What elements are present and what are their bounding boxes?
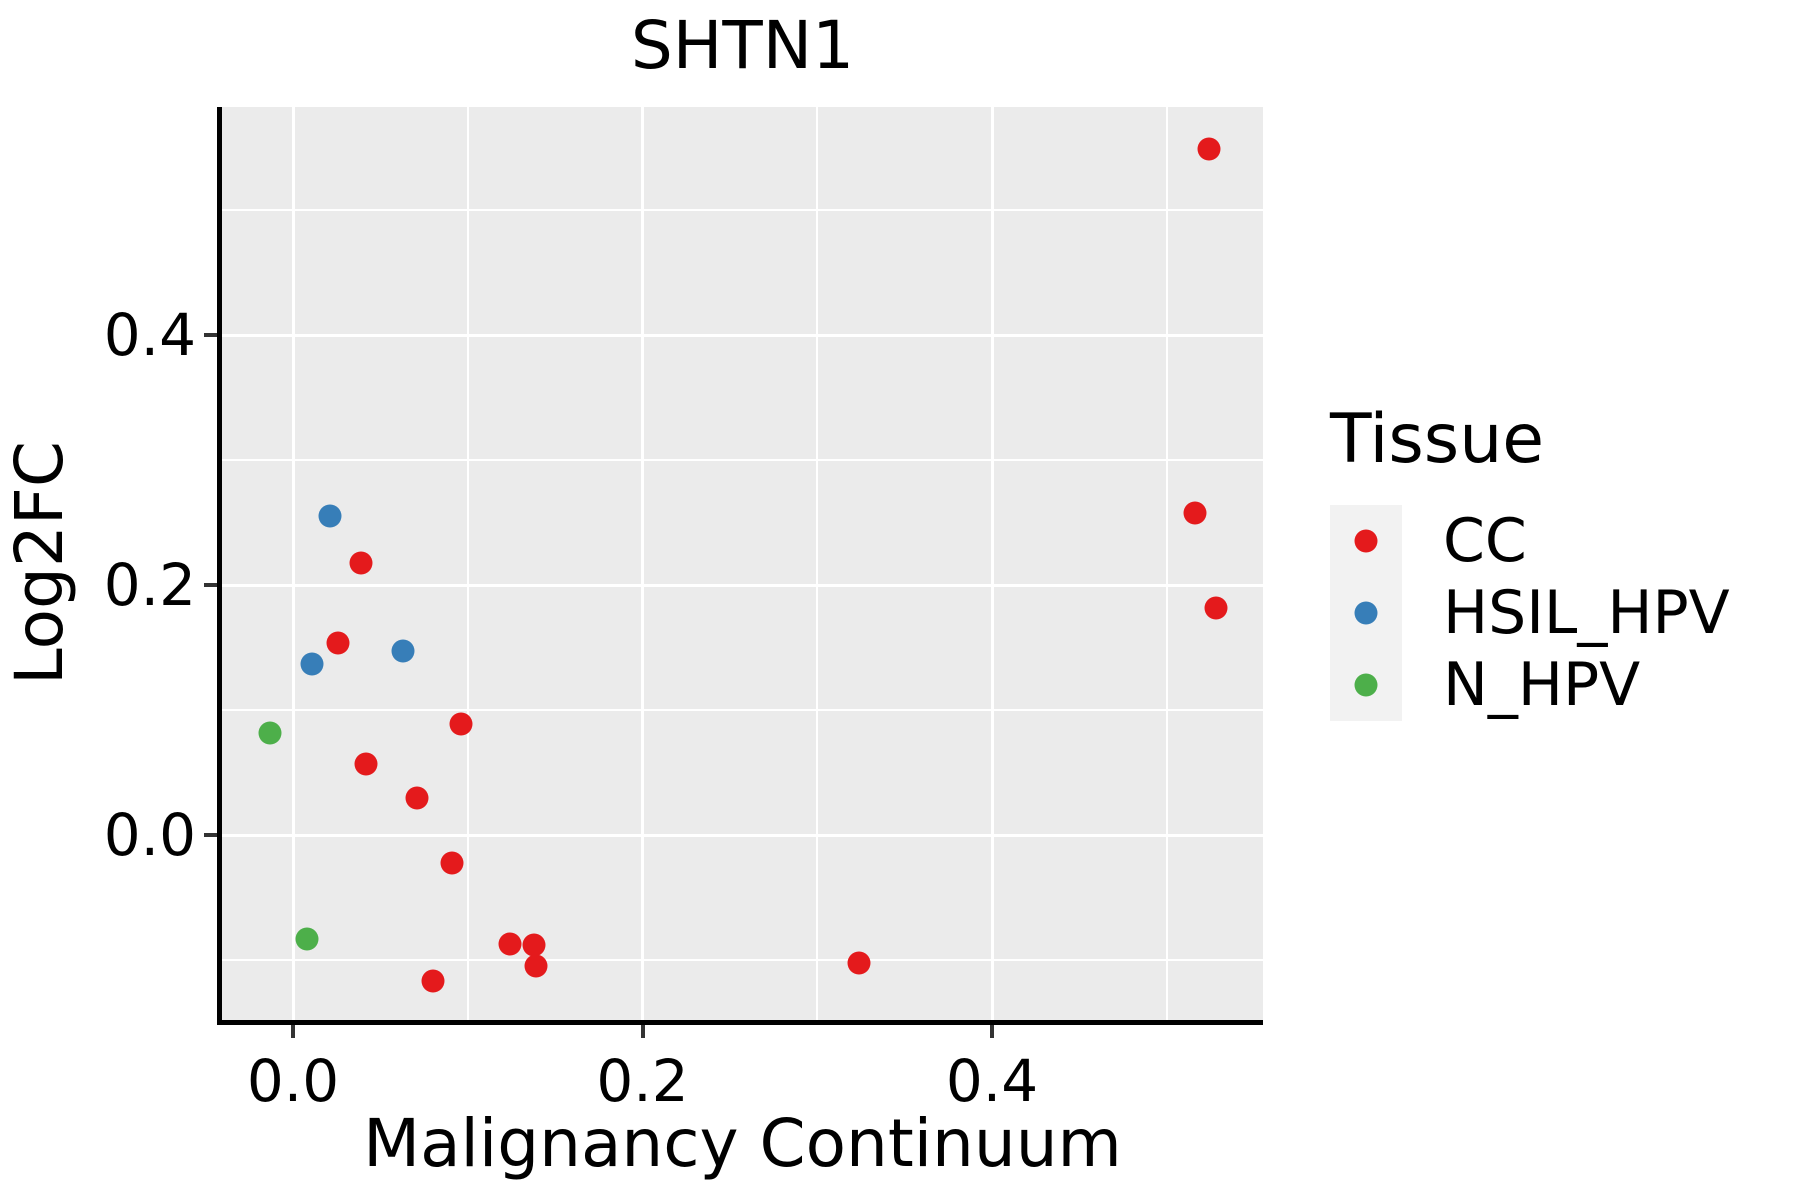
- major-gridline-y: [222, 833, 1263, 837]
- minor-gridline-x: [816, 107, 819, 1020]
- data-point-cc: [524, 954, 548, 978]
- minor-gridline-y: [222, 709, 1263, 711]
- legend-item-label: N_HPV: [1443, 650, 1641, 720]
- y-tick-mark: [204, 583, 217, 587]
- minor-gridline-x: [1165, 107, 1168, 1020]
- major-gridline-x: [641, 107, 644, 1020]
- plot-panel: [222, 107, 1263, 1020]
- minor-gridline-y: [222, 959, 1263, 961]
- major-gridline-x: [990, 107, 994, 1020]
- data-point-cc: [1197, 137, 1221, 161]
- minor-gridline-x: [466, 107, 469, 1020]
- y-tick-mark: [204, 333, 217, 337]
- legend-key-box: [1330, 649, 1402, 721]
- x-tick-mark: [640, 1025, 645, 1038]
- y-tick-label: 0.2: [103, 551, 196, 619]
- minor-gridline-y: [222, 209, 1263, 211]
- data-point-cc: [349, 551, 373, 574]
- data-point-cc: [421, 969, 445, 993]
- legend-title: Tissue: [1330, 400, 1545, 479]
- legend-key-box: [1330, 505, 1402, 577]
- major-gridline-y: [222, 333, 1263, 337]
- data-point-n_hpv: [295, 927, 319, 951]
- data-point-hsil_hpv: [318, 504, 342, 528]
- major-gridline-x: [291, 107, 295, 1020]
- x-tick-mark: [291, 1025, 295, 1038]
- data-point-hsil_hpv: [300, 652, 324, 676]
- data-point-cc: [498, 932, 522, 956]
- data-point-cc: [1183, 501, 1207, 524]
- plot-title: SHTN1: [630, 7, 855, 84]
- data-point-cc: [1204, 596, 1228, 619]
- x-tick-label: 0.0: [246, 1047, 340, 1115]
- data-point-n_hpv: [258, 721, 282, 744]
- data-point-cc: [405, 786, 429, 809]
- x-tick-label: 0.4: [945, 1047, 1039, 1115]
- y-tick-label: 0.0: [103, 801, 196, 869]
- x-axis-line: [217, 1020, 1263, 1025]
- hsil-hpv-dot-icon: [1354, 601, 1378, 625]
- y-axis-line: [217, 107, 222, 1025]
- legend-item-label: CC: [1443, 506, 1527, 576]
- major-gridline-y: [222, 583, 1263, 587]
- y-tick-mark: [204, 833, 217, 837]
- data-point-cc: [449, 712, 473, 736]
- x-tick-label: 0.2: [596, 1047, 689, 1115]
- data-point-cc: [522, 933, 546, 957]
- data-point-hsil_hpv: [391, 639, 415, 663]
- x-axis-title: Malignancy Continuum: [363, 1105, 1122, 1182]
- data-point-cc: [440, 851, 464, 874]
- legend-item-label: HSIL_HPV: [1443, 578, 1730, 648]
- legend-key-box: [1330, 577, 1402, 649]
- n-hpv-dot-icon: [1354, 673, 1378, 697]
- data-point-cc: [326, 631, 350, 654]
- data-point-cc: [847, 951, 871, 974]
- data-point-cc: [354, 752, 378, 776]
- minor-gridline-y: [222, 459, 1263, 461]
- cc-dot-icon: [1354, 529, 1378, 553]
- x-tick-mark: [990, 1025, 994, 1038]
- y-tick-label: 0.4: [103, 301, 196, 369]
